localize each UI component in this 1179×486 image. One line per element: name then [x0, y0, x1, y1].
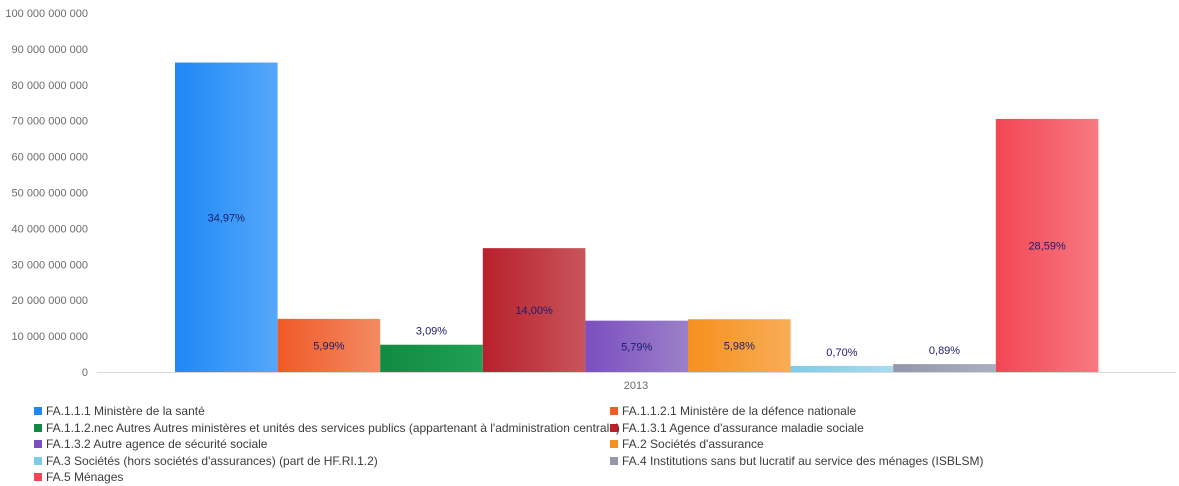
data-label: 3,09%: [416, 326, 447, 338]
legend-label: FA.1.3.2 Autre agence de sécurité social…: [46, 437, 268, 452]
legend-label: FA.1.3.1 Agence d'assurance maladie soci…: [622, 420, 864, 435]
y-tick-label: 50 000 000 000: [12, 188, 88, 200]
legend-swatch: [34, 423, 42, 432]
bar: [790, 365, 894, 372]
bar: [482, 248, 586, 372]
data-label: 5,99%: [313, 340, 344, 352]
legend-item: FA.2 Sociétés d'assurance: [610, 436, 764, 452]
y-tick-label: 40 000 000 000: [12, 223, 88, 235]
y-tick-label: 60 000 000 000: [12, 152, 88, 164]
legend-item: FA.1.3.2 Autre agence de sécurité social…: [34, 436, 267, 452]
legend-item: FA.1.3.1 Agence d'assurance maladie soci…: [610, 420, 864, 436]
legend-label: FA.4 Institutions sans but lucratif au s…: [622, 453, 984, 468]
y-tick-label: 100 000 000 000: [5, 8, 88, 20]
y-tick-label: 0: [82, 367, 88, 379]
legend-label: FA.1.1.2.1 Ministère de la défence natio…: [622, 404, 857, 418]
legend-label: FA.5 Ménages: [46, 470, 124, 485]
y-tick-label: 30 000 000 000: [12, 259, 88, 271]
data-label: 5,79%: [621, 341, 652, 353]
legend-swatch: [34, 473, 42, 482]
legend-swatch: [34, 440, 42, 449]
bar: [175, 62, 278, 373]
data-label: 0,89%: [929, 345, 960, 357]
legend-label: FA.2 Sociétés d'assurance: [622, 437, 764, 452]
legend-item: FA.3 Sociétés (hors sociétés d'assurance…: [34, 453, 378, 469]
y-tick-label: 70 000 000 000: [12, 116, 88, 128]
y-tick-label: 80 000 000 000: [12, 80, 88, 92]
legend-item: FA.1.1.2.1 Ministère de la défence natio…: [610, 403, 856, 419]
bar: [995, 118, 1099, 372]
bars: [175, 62, 1099, 373]
legend-label: FA.1.1.1 Ministère de la santé: [46, 404, 205, 418]
y-tick-label: 90 000 000 000: [12, 44, 88, 56]
legend-swatch: [34, 407, 42, 415]
bar: [277, 318, 381, 372]
legend-swatch: [34, 456, 42, 465]
data-label: 28,59%: [1028, 240, 1066, 252]
x-tick-label: 2013: [624, 380, 648, 392]
legend-swatch: [610, 423, 618, 432]
legend-swatch: [610, 440, 618, 449]
bar: [380, 344, 483, 372]
y-tick-label: 20 000 000 000: [12, 295, 88, 307]
legend-swatch: [610, 407, 618, 415]
legend-item: FA.5 Ménages: [34, 469, 123, 485]
legend-item: FA.1.1.2.nec Autres Autres ministères et…: [34, 420, 620, 436]
bar: [585, 320, 688, 372]
bar-chart: 0 10 000 000 000 20 000 000 000 30 000 000 …: [5, 8, 1176, 392]
bar: [893, 364, 996, 372]
legend-swatch: [610, 456, 618, 465]
data-label: 14,00%: [515, 305, 553, 317]
y-axis: 0 10 000 000 000 20 000 000 000 30 000 000 …: [5, 8, 88, 379]
legend-label: FA.1.1.2.nec Autres Autres ministères et…: [46, 420, 620, 435]
legend-item: FA.4 Institutions sans but lucratif au s…: [610, 453, 984, 469]
legend-label: FA.3 Sociétés (hors sociétés d'assurance…: [46, 453, 378, 468]
data-labels: 34,97% 5,99% 3,09% 14,00% 5,79% 5,98% 0,70% 0,8…: [208, 212, 1066, 359]
legend-item: FA.1.1.1 Ministère de la santé: [34, 403, 205, 419]
y-tick-label: 10 000 000 000: [12, 331, 88, 343]
bar: [688, 319, 791, 372]
data-label: 34,97%: [208, 212, 246, 224]
data-label: 5,98%: [724, 341, 755, 353]
data-label: 0,70%: [826, 347, 857, 359]
